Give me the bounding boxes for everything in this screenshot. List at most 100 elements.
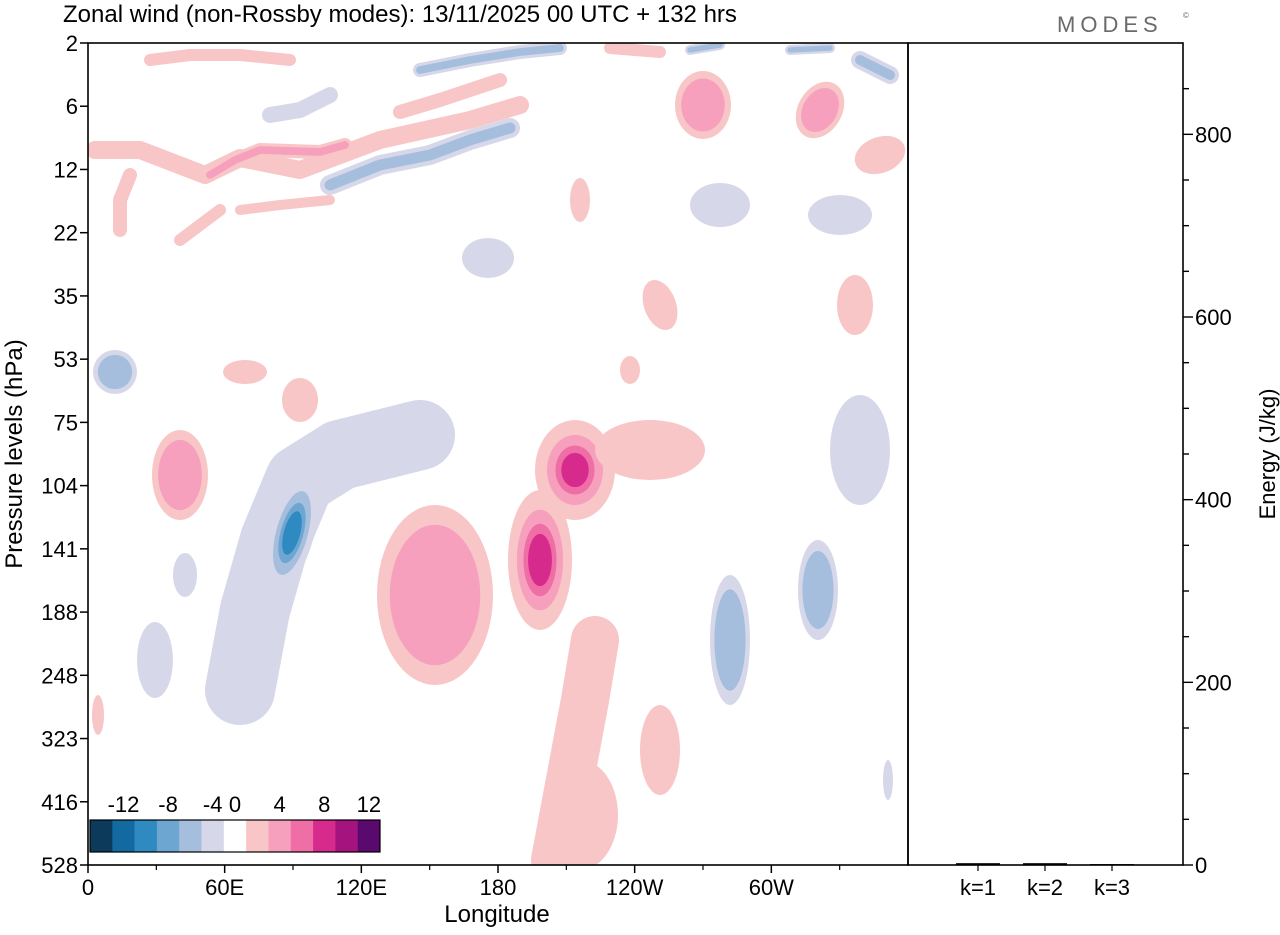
colorbar-swatch xyxy=(179,820,202,852)
left-positive-streak-level-1 xyxy=(174,204,226,246)
mid-right-negative-level-1 xyxy=(690,183,750,227)
colorbar-swatch xyxy=(290,820,314,852)
k-tick-label: k=2 xyxy=(1027,875,1063,900)
colorbar-swatch xyxy=(313,820,336,852)
left-positive-level-1 xyxy=(223,360,267,384)
y-tick-label: 323 xyxy=(41,727,78,752)
upper-right-positive-level-2 xyxy=(681,78,725,132)
y-tick-label: 12 xyxy=(54,157,78,182)
lower-right-negative-level-1 xyxy=(883,760,893,800)
y-tick-label: 248 xyxy=(41,663,78,688)
energy-bars xyxy=(956,863,1134,866)
right-positive-level-1 xyxy=(837,275,873,335)
x-axis-wavenumber: k=1 k=2 k=3 xyxy=(960,865,1130,900)
upper-positive-band-level-1 xyxy=(88,96,529,184)
right-negative-blob-level-2 xyxy=(714,589,746,691)
chart-title: Zonal wind (non-Rossby modes): 13/11/202… xyxy=(63,1,737,28)
surface-positive-ribbon-level-1 xyxy=(531,616,619,865)
brand-logo: MODES xyxy=(1057,12,1163,37)
energy-bar xyxy=(1090,864,1134,866)
energy-tick-label: 200 xyxy=(1195,670,1232,695)
upper-negative-band-2-level-1 xyxy=(262,87,338,123)
right-negative-blob-2-level-2 xyxy=(802,551,834,629)
central-positive-blob-level-2 xyxy=(389,524,481,666)
k-tick-label: k=3 xyxy=(1094,875,1130,900)
upper-positive-core-level-2 xyxy=(206,141,349,179)
colorbar-frame xyxy=(89,819,381,853)
y-tick-label: 6 xyxy=(66,94,78,119)
colorbar-label: 0 xyxy=(229,792,241,817)
colorbar-swatch xyxy=(201,820,225,852)
heatmap-background xyxy=(88,43,908,865)
energy-panel-frame xyxy=(907,42,1184,866)
colorbar-label: 12 xyxy=(357,792,381,817)
dateline-positive-blob-level-4 xyxy=(528,533,552,587)
x-tick-label: 120E xyxy=(336,875,387,900)
colorbar-swatch xyxy=(268,820,292,852)
upper-positive-band-2-level-1 xyxy=(393,73,507,119)
colorbar-swatch xyxy=(335,820,358,852)
y-tick-label: 416 xyxy=(41,790,78,815)
left-positive-edge-level-1 xyxy=(113,168,137,237)
energy-bar xyxy=(1023,863,1067,865)
energy-bar xyxy=(956,863,1000,865)
y-tick-label: 35 xyxy=(54,284,78,309)
positive-spread-level-1 xyxy=(595,420,705,480)
colorbar-label: 4 xyxy=(273,792,285,817)
x-tick-label: 60W xyxy=(749,875,794,900)
right-negative-spread-level-1 xyxy=(830,395,890,505)
colorbar-swatch xyxy=(134,820,158,852)
top-negative-spot-level-2 xyxy=(687,43,723,53)
right-positive-2-level-1 xyxy=(642,279,678,331)
colorbar-swatch xyxy=(246,820,269,852)
jet-negative-core-level-4 xyxy=(282,511,302,555)
stratosphere-positive-band-level-1 xyxy=(235,195,335,215)
colorbar-label: -8 xyxy=(158,792,178,817)
left-positive-2-level-1 xyxy=(282,378,318,422)
y-tick-label: 2 xyxy=(66,31,78,56)
energy-tick-label: 800 xyxy=(1195,122,1232,147)
top-positive-band-level-1 xyxy=(144,49,296,66)
top-negative-band-level-2 xyxy=(416,44,564,74)
y-axis-label: Pressure levels (hPa) xyxy=(1,339,28,568)
left-negative-level-2 xyxy=(97,354,133,390)
colorbar-swatch xyxy=(223,820,247,852)
heatmap-contours xyxy=(88,43,906,865)
colorbar-swatch xyxy=(90,820,113,852)
stratosphere-positive-level-1 xyxy=(570,178,590,222)
y-axis-pressure: 2 6 12 22 35 53 75 104 141 188 248 323 416 528 xyxy=(41,31,88,878)
upper-right-positive-3-level-1 xyxy=(854,135,906,175)
colorbar-label: -4 xyxy=(203,792,223,817)
energy-tick-label: 400 xyxy=(1195,488,1232,513)
small-negative-level-1 xyxy=(173,553,197,597)
x-axis-longitude: 0 60E 120E 180 120W 60W xyxy=(82,865,841,900)
upper-negative-band-level-2 xyxy=(324,122,516,191)
y-tick-label: 141 xyxy=(41,537,78,562)
lower-left-positive-level-1 xyxy=(92,695,104,735)
colorbar: -12 -8 -4 0 4 8 12 xyxy=(89,792,381,853)
small-positive-level-1 xyxy=(620,356,640,384)
upper-right-positive-2-level-2 xyxy=(801,87,839,133)
top-negative-spot-2-level-2 xyxy=(787,45,833,53)
left-positive-blob-level-2 xyxy=(158,439,202,511)
x-tick-label: 120W xyxy=(606,875,664,900)
y-tick-label: 104 xyxy=(41,474,78,499)
brand-mark: © xyxy=(1183,11,1189,20)
y-tick-label: 22 xyxy=(54,221,78,246)
top-negative-spot-3-level-2 xyxy=(855,55,895,80)
top-positive-spot-level-1 xyxy=(604,43,666,58)
lower-right-positive-level-1 xyxy=(640,705,680,795)
colorbar-label: -12 xyxy=(108,792,140,817)
stratosphere-negative-level-1 xyxy=(462,238,514,278)
colorbar-label: 8 xyxy=(318,792,330,817)
energy-tick-label: 0 xyxy=(1195,853,1207,878)
y-axis-energy: 0 200 400 600 800 xyxy=(1183,87,1232,878)
colorbar-swatch xyxy=(357,820,381,852)
x-tick-label: 60E xyxy=(205,875,244,900)
mid-right-negative-2-level-1 xyxy=(808,195,872,235)
lower-left-negative-level-1 xyxy=(137,622,173,698)
energy-axis-label: Energy (J/kg) xyxy=(1255,389,1280,520)
x-tick-label: 0 xyxy=(82,875,94,900)
